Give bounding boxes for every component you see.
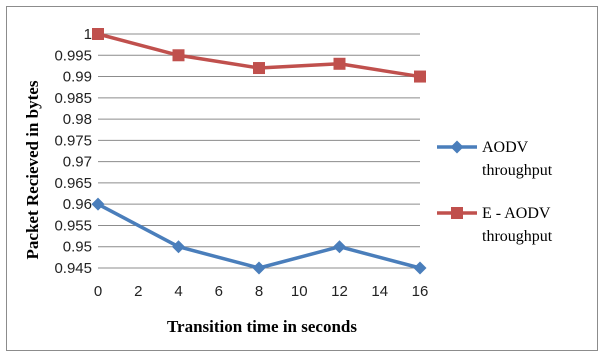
legend-marker-e-aodv [451, 207, 463, 219]
y-tick-label: 0.95 [63, 239, 92, 256]
data-point-aodv [91, 197, 105, 211]
y-tick-label: 0.975 [54, 132, 92, 149]
y-axis-title: Packet Recieved in bytes [23, 80, 42, 259]
legend-label-aodv: AODV [482, 139, 529, 156]
data-point-aodv [172, 240, 185, 254]
x-axis-title: Transition time in seconds [167, 317, 357, 336]
x-tick-label: 0 [94, 283, 102, 300]
data-point-aodv [413, 261, 427, 275]
y-tick-label: 0.96 [63, 196, 92, 213]
x-tick-label: 8 [255, 283, 263, 300]
x-tick-label: 16 [412, 283, 429, 300]
x-tick-labels: 0 2 4 6 8 10 12 14 16 [94, 283, 429, 300]
y-tick-label: 0.98 [63, 111, 92, 128]
series-group [91, 28, 427, 275]
series-line-aodv [97, 202, 421, 270]
legend-marker-aodv [450, 140, 464, 154]
data-point-e-aodv [414, 70, 426, 83]
chart-frame [6, 6, 598, 351]
x-tick-label: 4 [174, 283, 182, 300]
data-point-e-aodv [253, 62, 265, 75]
x-tick-label: 2 [134, 283, 142, 300]
legend: AODV throughput E - AODV throughput [437, 139, 553, 245]
data-point-e-aodv [92, 28, 104, 40]
y-tick-label: 0.985 [54, 90, 92, 107]
legend-label-e-aodv: throughput [482, 228, 553, 245]
y-tick-label: 0.945 [54, 260, 92, 277]
gridlines [98, 33, 420, 269]
data-point-e-aodv [172, 49, 185, 62]
x-tick-label: 6 [215, 283, 223, 300]
data-point-aodv [333, 240, 346, 254]
legend-label-aodv: throughput [482, 162, 553, 179]
y-tick-labels: 1 0.995 0.99 0.985 0.98 0.975 0.97 0.965 0.96 0.9… [54, 26, 92, 277]
y-tick-label: 0.99 [63, 69, 92, 86]
y-tick-label: 0.965 [54, 175, 92, 192]
x-tick-label: 12 [331, 283, 348, 300]
y-tick-label: 0.97 [63, 154, 92, 171]
legend-label-e-aodv: E - AODV [482, 205, 551, 222]
y-tick-label: 0.955 [54, 217, 92, 234]
data-point-aodv [252, 261, 266, 275]
x-tick-label: 14 [371, 283, 388, 300]
y-tick-label: 1 [84, 26, 92, 43]
y-tick-label: 0.995 [54, 47, 92, 64]
x-tick-label: 10 [291, 283, 308, 300]
data-point-e-aodv [333, 57, 346, 70]
